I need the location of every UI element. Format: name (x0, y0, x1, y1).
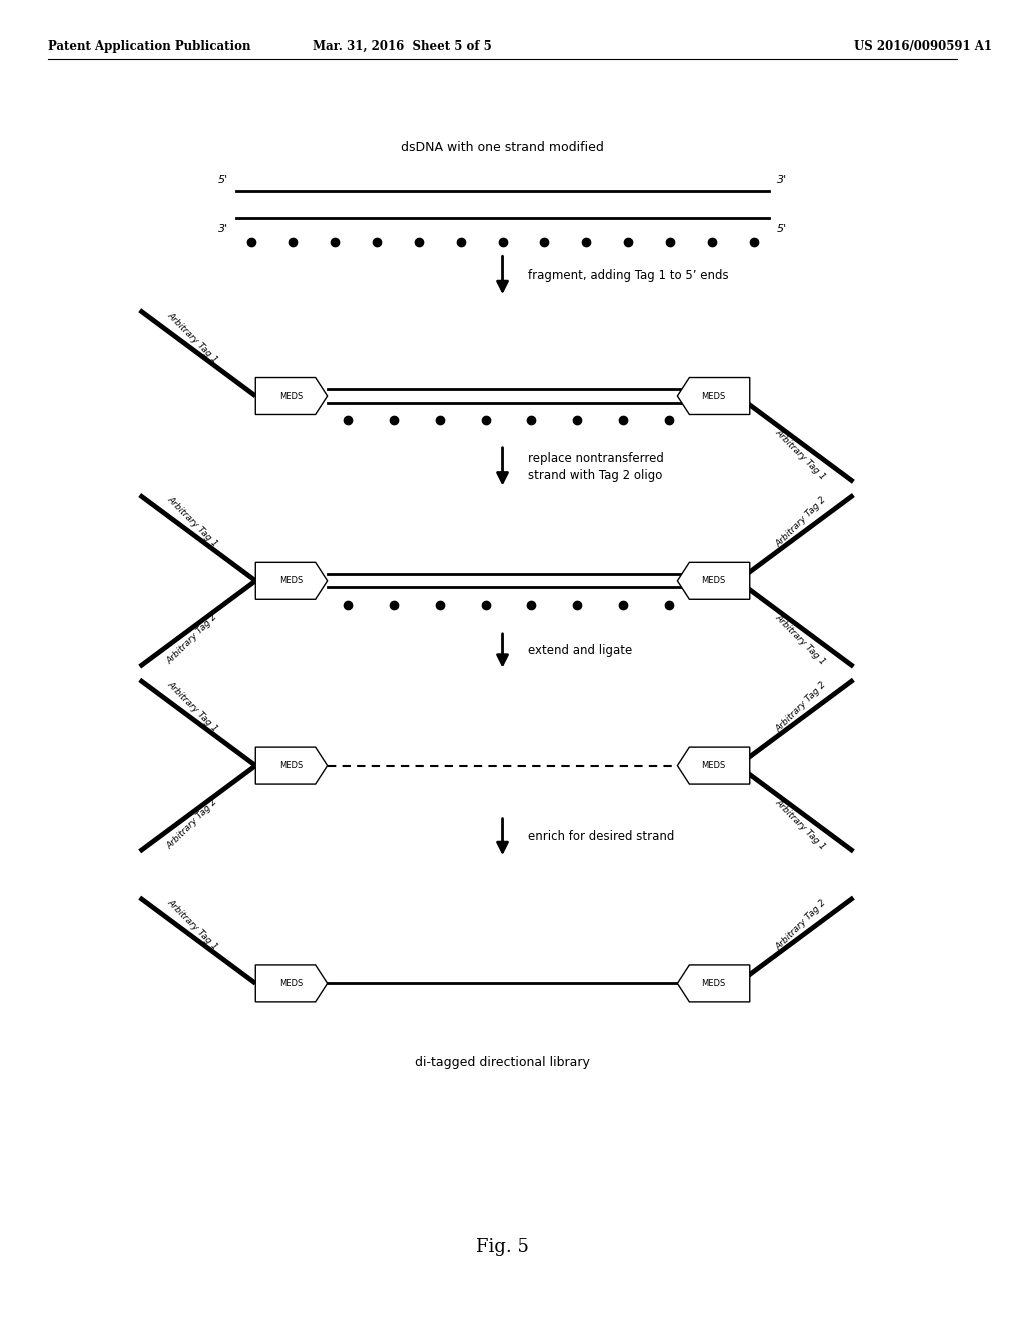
Text: MEDS: MEDS (701, 392, 726, 400)
Polygon shape (255, 562, 328, 599)
Text: enrich for desired strand: enrich for desired strand (527, 830, 674, 843)
Text: Arbitrary Tag 1: Arbitrary Tag 1 (166, 680, 219, 734)
Text: 5': 5' (777, 224, 787, 235)
Text: MEDS: MEDS (701, 577, 726, 585)
Polygon shape (678, 378, 750, 414)
Text: Arbitrary Tag 2: Arbitrary Tag 2 (166, 612, 219, 667)
Text: Arbitrary Tag 1: Arbitrary Tag 1 (166, 310, 219, 364)
Polygon shape (255, 747, 328, 784)
Text: 3': 3' (777, 174, 787, 185)
Polygon shape (255, 965, 328, 1002)
Text: MEDS: MEDS (280, 979, 303, 987)
Text: di-tagged directional library: di-tagged directional library (415, 1056, 590, 1069)
Text: replace nontransferred
strand with Tag 2 oligo: replace nontransferred strand with Tag 2… (527, 451, 664, 482)
Polygon shape (678, 562, 750, 599)
Text: Mar. 31, 2016  Sheet 5 of 5: Mar. 31, 2016 Sheet 5 of 5 (312, 40, 492, 53)
Text: Arbitrary Tag 1: Arbitrary Tag 1 (774, 428, 827, 482)
Text: 5': 5' (218, 174, 228, 185)
Text: Fig. 5: Fig. 5 (476, 1238, 529, 1257)
Text: Arbitrary Tag 2: Arbitrary Tag 2 (774, 495, 827, 549)
Text: 3': 3' (218, 224, 228, 235)
Text: Arbitrary Tag 1: Arbitrary Tag 1 (166, 495, 219, 549)
Text: fragment, adding Tag 1 to 5’ ends: fragment, adding Tag 1 to 5’ ends (527, 269, 728, 281)
Text: US 2016/0090591 A1: US 2016/0090591 A1 (854, 40, 992, 53)
Text: Arbitrary Tag 1: Arbitrary Tag 1 (774, 797, 827, 851)
Polygon shape (678, 965, 750, 1002)
Polygon shape (678, 747, 750, 784)
Polygon shape (255, 378, 328, 414)
Text: Arbitrary Tag 2: Arbitrary Tag 2 (166, 797, 219, 851)
Text: Arbitrary Tag 1: Arbitrary Tag 1 (774, 612, 827, 667)
Text: MEDS: MEDS (280, 762, 303, 770)
Text: MEDS: MEDS (280, 577, 303, 585)
Text: Arbitrary Tag 2: Arbitrary Tag 2 (774, 898, 827, 952)
Text: extend and ligate: extend and ligate (527, 644, 632, 657)
Text: MEDS: MEDS (701, 979, 726, 987)
Text: Arbitrary Tag 2: Arbitrary Tag 2 (774, 680, 827, 734)
Text: Arbitrary Tag 1: Arbitrary Tag 1 (166, 898, 219, 952)
Text: Patent Application Publication: Patent Application Publication (48, 40, 251, 53)
Text: MEDS: MEDS (280, 392, 303, 400)
Text: MEDS: MEDS (701, 762, 726, 770)
Text: dsDNA with one strand modified: dsDNA with one strand modified (401, 141, 604, 154)
